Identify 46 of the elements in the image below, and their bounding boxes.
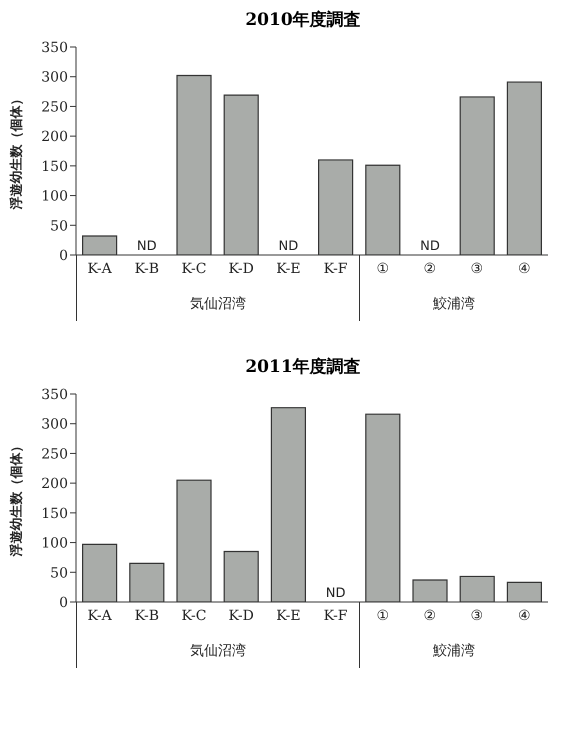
x-tick-label: ③ xyxy=(470,608,484,624)
y-tick-label: 150 xyxy=(41,506,68,522)
x-tick-label: K-A xyxy=(87,608,113,624)
x-tick-label: ④ xyxy=(518,260,531,277)
chart-title: 2010年度調査 xyxy=(244,9,362,31)
x-tick-label: ① xyxy=(376,260,390,277)
x-tick-label: ③ xyxy=(470,260,484,277)
x-tick-label: ① xyxy=(376,608,390,624)
y-tick-label: 350 xyxy=(41,386,68,403)
y-tick-label: 100 xyxy=(41,188,68,205)
x-tick-label: ② xyxy=(424,608,436,624)
text: 気仙沼湾 xyxy=(190,297,246,312)
x-tick-label: K-A xyxy=(87,260,113,277)
y-tick-label: 300 xyxy=(41,416,68,433)
x-tick-label: K-B xyxy=(134,260,160,277)
y-tick-label: 0 xyxy=(59,594,68,611)
y-tick-label: 150 xyxy=(41,158,68,175)
y-tick-label: 0 xyxy=(59,248,68,264)
text: ND xyxy=(420,239,440,254)
text: ND xyxy=(326,586,346,601)
y-tick-label: 50 xyxy=(50,565,68,582)
y-tick-label: 200 xyxy=(41,129,68,146)
x-tick-label: K-E xyxy=(276,608,301,624)
x-tick-label: ② xyxy=(424,260,436,277)
y-axis-title: 浮遊幼生数（個体） xyxy=(8,440,24,558)
x-tick-label: ④ xyxy=(518,608,531,624)
x-tick-label: K-D xyxy=(228,608,254,624)
chart-title: 2011年度調査 xyxy=(244,356,362,378)
x-tick-label: K-F xyxy=(324,260,348,277)
y-tick-label: 250 xyxy=(41,446,68,462)
x-tick-label: K-C xyxy=(182,260,206,277)
text: ND xyxy=(136,239,157,254)
x-tick-label: K-F xyxy=(324,608,348,624)
y-tick-label: 50 xyxy=(50,218,68,234)
x-tick-label: K-D xyxy=(228,260,254,277)
text: 気仙沼湾 xyxy=(190,644,246,659)
y-axis-title: 浮遊幼生数（個体） xyxy=(8,92,24,210)
x-tick-label: K-E xyxy=(276,260,301,277)
y-tick-label: 250 xyxy=(41,99,68,116)
x-tick-label: K-B xyxy=(134,608,160,624)
text: ND xyxy=(278,239,298,254)
y-tick-label: 100 xyxy=(41,536,68,552)
y-tick-label: 350 xyxy=(41,40,68,56)
x-tick-label: K-C xyxy=(182,608,206,624)
y-tick-label: 200 xyxy=(41,476,68,492)
y-tick-label: 300 xyxy=(41,70,68,86)
